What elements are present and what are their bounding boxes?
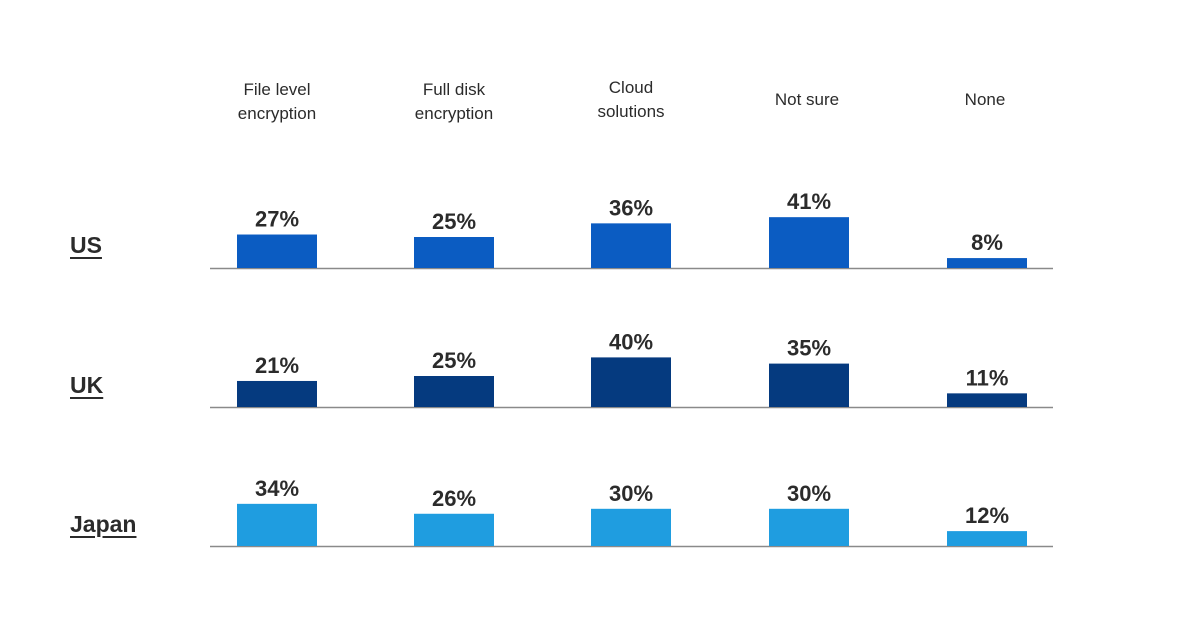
bar-japan-file-level-encryption [237, 503, 317, 546]
data-label-japan-file-level-encryption: 34% [255, 476, 299, 501]
data-label-uk-cloud-solutions: 40% [609, 329, 653, 354]
row-label-japan: Japan [70, 511, 137, 537]
bar-us-none [947, 258, 1027, 268]
bar-uk-cloud-solutions [591, 357, 671, 407]
bar-uk-full-disk-encryption [414, 376, 494, 407]
data-label-japan-none: 12% [965, 503, 1009, 528]
bar-us-cloud-solutions [591, 223, 671, 268]
data-label-uk-none: 11% [966, 365, 1009, 390]
row-label-us: US [70, 232, 102, 258]
bar-uk-none [947, 393, 1027, 407]
category-label-full-disk-encryption: Full disk encryption [414, 80, 494, 123]
bar-japan-not-sure [769, 508, 849, 546]
bar-us-full-disk-encryption [414, 237, 494, 268]
row-label-uk: UK [70, 372, 104, 398]
data-label-us-none: 8% [971, 230, 1003, 255]
category-label-cloud-solutions: Cloud solutions [597, 78, 665, 121]
data-label-uk-file-level-encryption: 21% [255, 353, 299, 378]
data-label-us-not-sure: 41% [787, 189, 831, 214]
category-label-file-level-encryption: File level encryption [237, 80, 317, 123]
category-label-none: None [964, 90, 1006, 109]
bar-us-not-sure [769, 217, 849, 268]
bar-uk-file-level-encryption [237, 380, 317, 407]
bar-japan-cloud-solutions [591, 508, 671, 546]
data-label-us-full-disk-encryption: 25% [432, 209, 476, 234]
bar-uk-not-sure [769, 363, 849, 407]
data-label-japan-full-disk-encryption: 26% [432, 486, 476, 511]
bar-japan-none [947, 531, 1027, 546]
data-label-japan-not-sure: 30% [787, 481, 831, 506]
bar-japan-full-disk-encryption [414, 513, 494, 546]
data-label-japan-cloud-solutions: 30% [609, 481, 653, 506]
data-label-uk-full-disk-encryption: 25% [432, 348, 476, 373]
data-label-us-cloud-solutions: 36% [609, 195, 653, 220]
category-label-not-sure: Not sure [774, 90, 840, 109]
bar-us-file-level-encryption [237, 234, 317, 268]
data-label-us-file-level-encryption: 27% [255, 207, 299, 232]
data-label-uk-not-sure: 35% [787, 336, 831, 361]
